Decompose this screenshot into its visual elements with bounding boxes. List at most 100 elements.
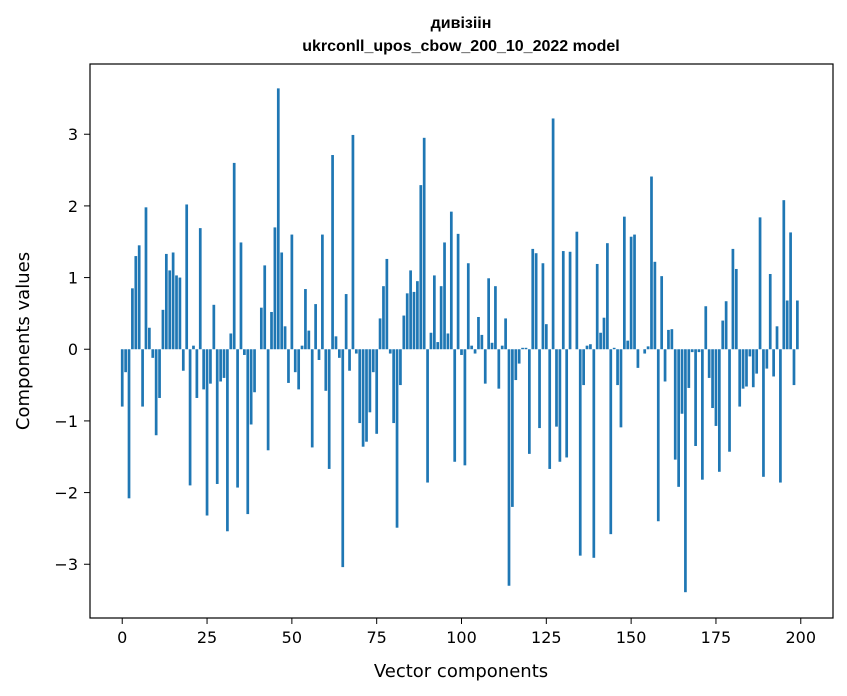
- bar: [595, 263, 599, 350]
- bar: [297, 349, 301, 390]
- bar: [728, 349, 731, 452]
- bar: [633, 234, 636, 350]
- bar: [351, 134, 355, 350]
- bar: [717, 349, 721, 472]
- bar: [612, 347, 616, 350]
- bar: [453, 349, 457, 462]
- y-tick-label: 2: [68, 197, 78, 216]
- bar: [775, 326, 779, 350]
- bar: [392, 349, 396, 424]
- bar: [304, 289, 307, 350]
- bar: [226, 349, 229, 532]
- bar: [741, 349, 745, 389]
- bar: [409, 270, 412, 350]
- bar: [426, 349, 429, 483]
- bar: [317, 349, 321, 360]
- bar: [422, 137, 426, 350]
- bar: [446, 333, 450, 350]
- bar: [663, 349, 667, 382]
- x-tick-label: 150: [616, 628, 647, 647]
- y-tick-label: 0: [68, 340, 78, 359]
- bar: [382, 286, 385, 350]
- bar: [619, 349, 623, 428]
- bar: [276, 88, 280, 350]
- bar: [785, 300, 789, 350]
- bars-group: [120, 88, 799, 593]
- bar: [327, 349, 331, 469]
- bar: [270, 311, 273, 350]
- chart-subtitle: ukrconll_upos_cbow_200_10_2022 model: [302, 38, 619, 55]
- bar: [443, 242, 446, 350]
- x-tick-label: 25: [197, 628, 217, 647]
- bar: [419, 185, 423, 350]
- x-tick-label: 125: [531, 628, 562, 647]
- bar: [436, 342, 440, 350]
- bar: [164, 253, 168, 350]
- bar: [266, 349, 270, 451]
- bar: [181, 349, 185, 371]
- x-tick-label: 200: [785, 628, 816, 647]
- bar: [253, 349, 256, 393]
- bar: [524, 347, 528, 350]
- x-axis-ticks: 0 25 50 75 100 125 150 175 200: [117, 618, 816, 647]
- bar: [171, 252, 175, 350]
- bar: [243, 349, 246, 355]
- bar: [772, 349, 775, 377]
- bar: [714, 349, 718, 426]
- bar: [745, 349, 748, 387]
- bar: [667, 329, 670, 350]
- bar: [293, 349, 297, 373]
- bar: [307, 330, 311, 350]
- plot-frame: [89, 63, 834, 619]
- bar: [592, 349, 596, 558]
- bar: [249, 349, 253, 425]
- bar: [287, 349, 290, 383]
- bar: [144, 207, 148, 350]
- bar: [629, 236, 633, 350]
- bar: [758, 217, 762, 350]
- bar: [500, 345, 504, 350]
- bar: [236, 349, 239, 488]
- bar: [789, 232, 792, 350]
- bar: [626, 340, 630, 350]
- bar: [609, 349, 613, 535]
- bar: [460, 349, 463, 355]
- bar: [558, 349, 562, 462]
- bar: [507, 349, 511, 586]
- bar: [762, 349, 765, 477]
- bar: [175, 275, 178, 350]
- bar: [650, 176, 653, 350]
- bar: [636, 349, 640, 368]
- bar: [202, 349, 206, 390]
- bar: [433, 275, 436, 350]
- bar: [568, 251, 572, 350]
- bar: [354, 349, 358, 354]
- bar: [694, 349, 697, 446]
- bar: [209, 349, 212, 384]
- bar: [127, 349, 131, 499]
- bar: [361, 349, 365, 447]
- bar: [511, 349, 514, 507]
- bar: [538, 349, 541, 429]
- bar: [348, 349, 351, 371]
- bar: [395, 349, 399, 528]
- bar: [534, 253, 538, 350]
- bar: [212, 304, 216, 350]
- bar: [192, 345, 195, 350]
- chart-title: дивізіін: [431, 15, 492, 32]
- bar: [565, 349, 569, 458]
- bar: [185, 204, 189, 350]
- bar: [643, 349, 647, 354]
- bar: [124, 349, 127, 373]
- bar: [734, 268, 738, 350]
- bar: [684, 349, 687, 593]
- bar: [344, 294, 348, 350]
- bar: [796, 300, 799, 350]
- bar: [388, 349, 392, 354]
- bar: [731, 248, 735, 350]
- bar: [490, 342, 494, 350]
- y-tick-label: 3: [68, 125, 78, 144]
- bar: [141, 349, 144, 407]
- bar: [589, 344, 592, 350]
- bar: [375, 349, 379, 434]
